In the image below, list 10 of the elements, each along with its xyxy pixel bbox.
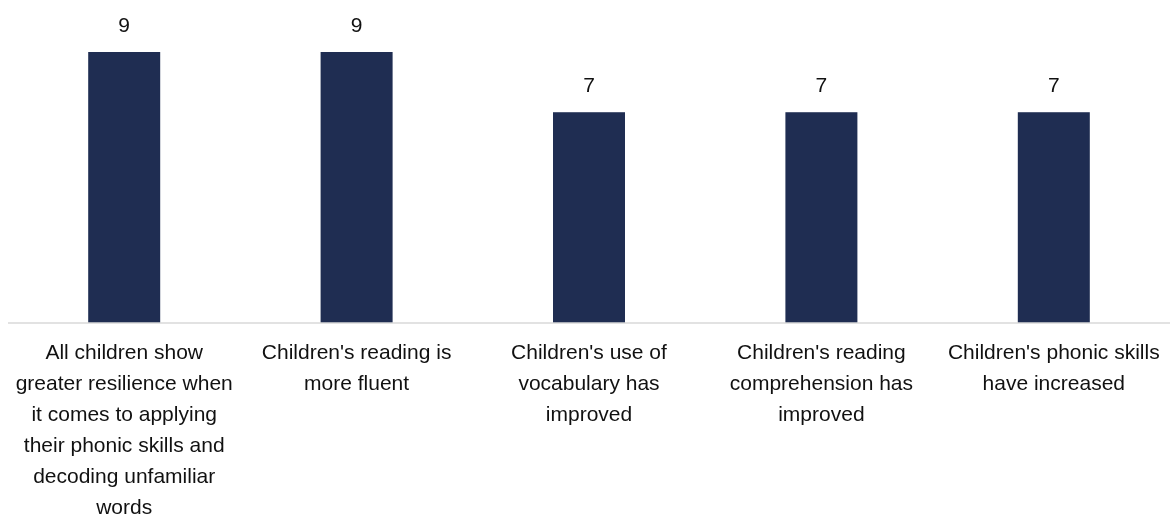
data-label: 7 [583, 73, 595, 97]
x-tick-label: Children's reading comprehension has improved [729, 340, 914, 425]
data-label: 7 [815, 73, 828, 97]
data-label: 7 [1047, 73, 1060, 97]
x-tick-label: Children's phonic skills have increased [947, 340, 1160, 394]
data-label: 9 [118, 13, 131, 36]
x-tick-label: Children's reading is more fluent [261, 340, 452, 394]
x-tick-label: Children's use of vocabulary has improved [511, 340, 668, 425]
data-label: 9 [350, 13, 363, 36]
x-tick-label: All children show greater resilience when it comes to applying their phonic skills and decoding unfamiliar words [15, 340, 233, 518]
